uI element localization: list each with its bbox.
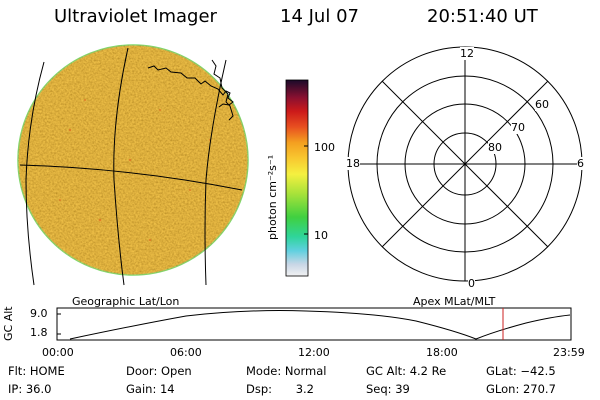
glon-value: 270.7 [522, 382, 556, 396]
mlt-label-18: 18 [346, 157, 360, 170]
colorbar-tick-10: 10 [314, 229, 328, 242]
time-label: 20:51:40 UT [427, 6, 538, 27]
door-value: Open [160, 364, 192, 378]
mode-field: Mode: Normal [246, 364, 327, 378]
earth-disk [17, 44, 249, 276]
ip-field: IP: 36.0 [8, 382, 52, 396]
flt-field: Flt: HOME [8, 364, 65, 378]
lat-label-80: 80 [488, 141, 502, 154]
glon-field: GLon: 270.7 [486, 382, 556, 396]
flt-value: HOME [29, 364, 65, 378]
dsp-value: 3.2 [295, 382, 314, 396]
colorbar-tick-100: 100 [314, 141, 335, 154]
xtick-0000: 00:00 [42, 346, 74, 359]
polar-plot [347, 46, 583, 282]
xtick-0600: 06:00 [170, 346, 202, 359]
xtick-1800: 18:00 [426, 346, 458, 359]
xtick-1200: 12:00 [298, 346, 330, 359]
glat-value: −42.5 [520, 364, 556, 378]
colorbar-unit-label: photon cm⁻²s⁻¹ [266, 154, 279, 240]
seq-field: Seq: 39 [366, 382, 410, 396]
lat-label-60: 60 [535, 98, 549, 111]
gc-alt-field: GC Alt: 4.2 Re [366, 364, 447, 378]
glat-field: GLat: −42.5 [486, 364, 556, 378]
app-title: Ultraviolet Imager [54, 6, 217, 27]
altitude-ytick-1-8: 1.8 [30, 326, 48, 339]
altitude-curve [69, 310, 571, 340]
altitude-plot [56, 307, 572, 341]
altitude-ytick-9: 9.0 [30, 307, 48, 320]
colorbar [285, 79, 309, 277]
coastline [147, 65, 234, 108]
gain-value: 14 [159, 382, 175, 396]
dsp-field: Dsp: 3.2 [246, 382, 314, 396]
earth-image [17, 44, 249, 286]
mlt-label-6: 6 [577, 157, 584, 170]
seq-value: 39 [395, 382, 410, 396]
gain-field: Gain: 14 [126, 382, 175, 396]
lat-label-70: 70 [511, 121, 525, 134]
geographic-panel-label: Geographic Lat/Lon [72, 295, 180, 308]
altitude-ylabel: GC Alt [2, 306, 15, 341]
apex-panel-label: Apex MLat/MLT [413, 295, 496, 308]
graticule [19, 47, 243, 286]
mlt-label-12: 12 [460, 47, 474, 60]
mlt-label-0: 0 [468, 277, 475, 290]
xtick-2359: 23:59 [553, 346, 585, 359]
ip-value: 36.0 [25, 382, 52, 396]
date-label: 14 Jul 07 [280, 6, 359, 27]
mode-value: Normal [284, 364, 327, 378]
door-field: Door: Open [126, 364, 192, 378]
gc-alt-value: 4.2 Re [409, 364, 447, 378]
